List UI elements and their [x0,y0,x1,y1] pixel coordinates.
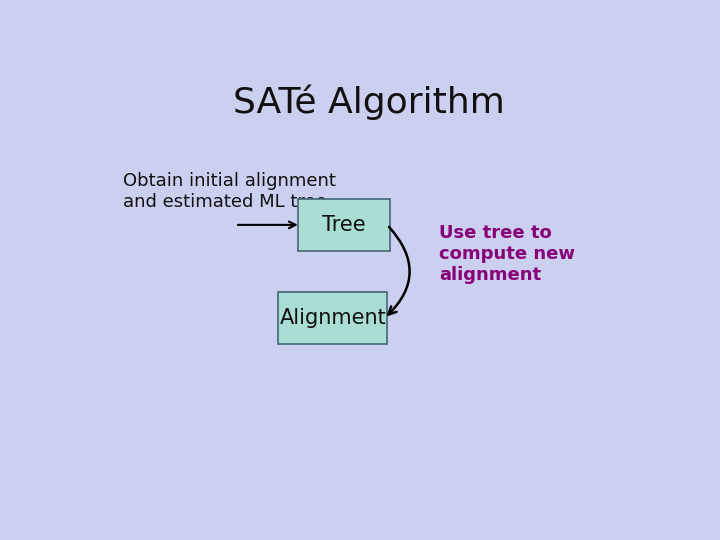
Text: Use tree to
compute new
alignment: Use tree to compute new alignment [438,224,575,284]
Text: Obtain initial alignment
and estimated ML tree: Obtain initial alignment and estimated M… [124,172,336,211]
Text: SATé Algorithm: SATé Algorithm [233,84,505,120]
Text: Tree: Tree [322,215,366,235]
Text: Alignment: Alignment [279,308,386,328]
FancyBboxPatch shape [279,293,387,345]
FancyBboxPatch shape [298,199,390,251]
